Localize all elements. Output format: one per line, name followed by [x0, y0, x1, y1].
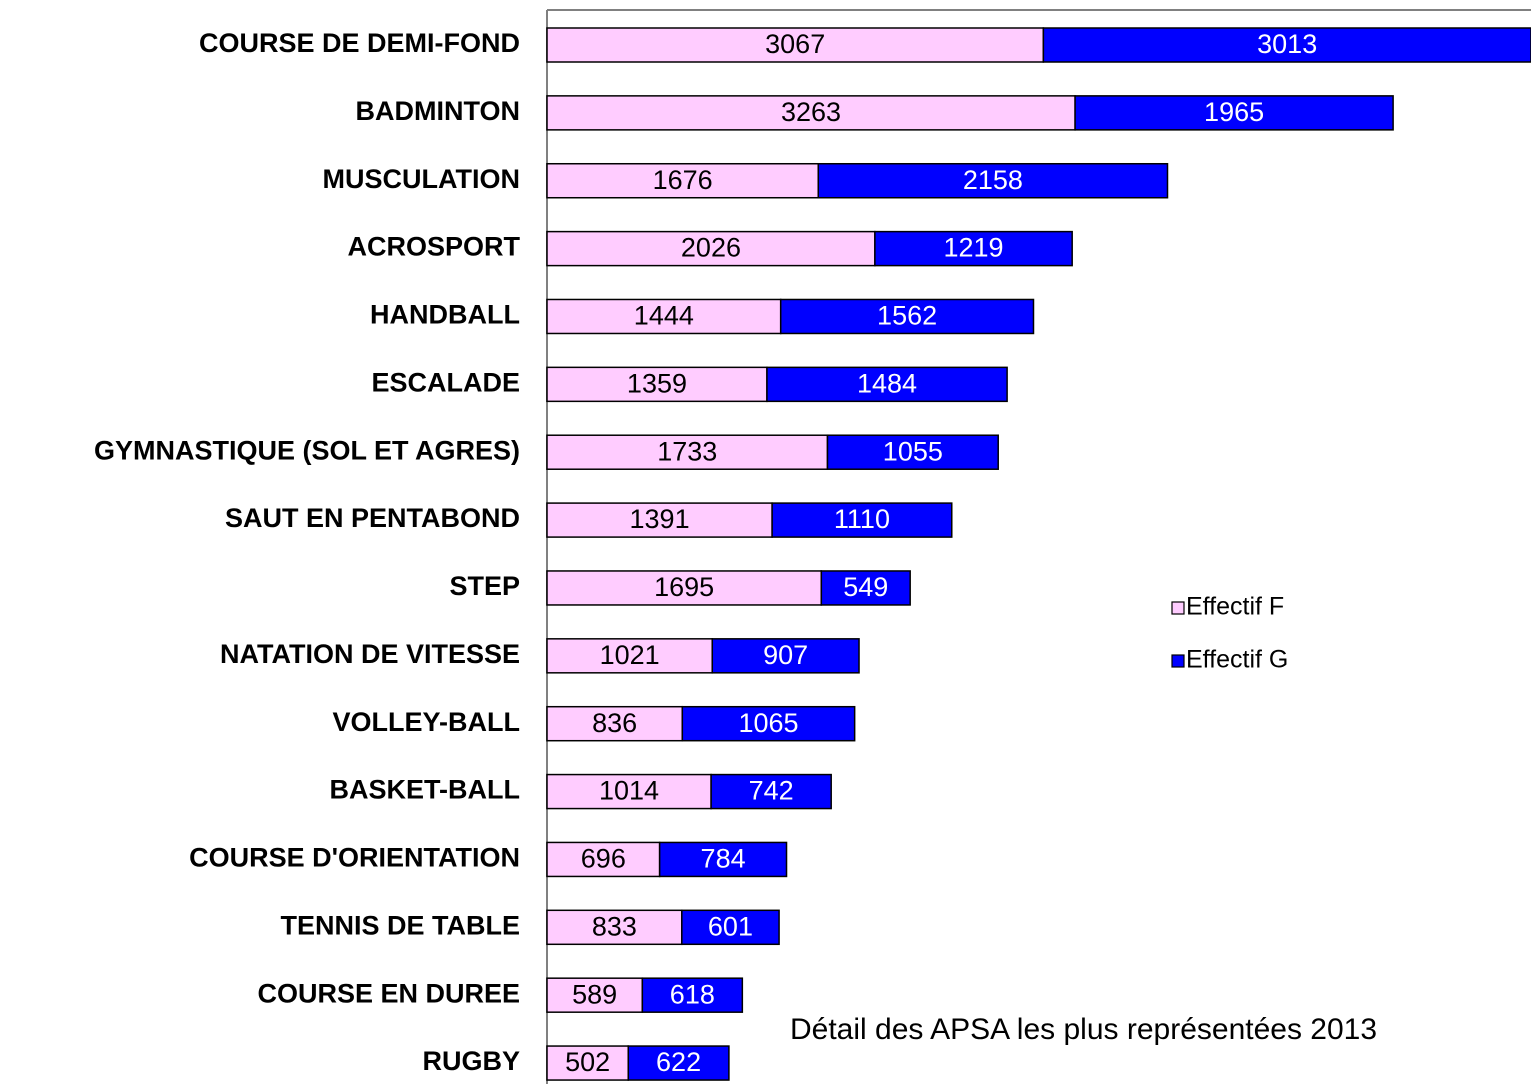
bar-segment: [681, 909, 780, 946]
bar-segment: [546, 162, 819, 199]
data-label: 836: [592, 708, 637, 738]
y-tick-label: ACROSPORT: [347, 232, 520, 262]
y-tick-label: COURSE DE DEMI-FOND: [199, 28, 520, 58]
y-tick-label: MUSCULATION: [323, 164, 520, 194]
y-tick-label: COURSE D'ORIENTATION: [189, 843, 520, 873]
data-label: 1359: [627, 368, 687, 398]
y-tick-label: BADMINTON: [356, 96, 521, 126]
data-label: 1065: [738, 708, 798, 738]
y-tick-label: ESCALADE: [371, 367, 520, 397]
bar-segment: [820, 570, 911, 606]
data-label: 618: [670, 979, 715, 1009]
legend-swatch: [1171, 654, 1185, 668]
bar-segment: [1074, 95, 1394, 131]
legend-label: Effectif F: [1186, 593, 1284, 621]
bar-segment: [546, 1045, 629, 1081]
data-label: 833: [592, 911, 637, 941]
bar-segment: [546, 841, 661, 878]
data-label: 549: [843, 572, 888, 602]
data-label: 1391: [630, 504, 690, 534]
data-label: 1965: [1204, 97, 1264, 127]
y-tick-label: BASKET-BALL: [330, 775, 521, 805]
bar-segment: [771, 502, 953, 538]
bar-segment: [710, 773, 832, 810]
data-label: 1055: [883, 436, 943, 466]
data-label: 1676: [653, 165, 713, 195]
bar-segment: [546, 230, 876, 267]
data-label: 2158: [963, 165, 1023, 195]
data-label: 601: [708, 911, 753, 941]
y-tick-label: COURSE EN DUREE: [257, 978, 520, 1008]
data-label: 1110: [834, 504, 890, 534]
data-label: 742: [749, 776, 794, 806]
y-tick-label: TENNIS DE TABLE: [280, 910, 520, 940]
data-label: 1444: [634, 301, 694, 331]
bar-segment: [711, 638, 860, 674]
bar-segment: [658, 841, 788, 878]
data-label: 3263: [781, 97, 841, 127]
bar-segment: [546, 366, 768, 403]
data-label: 1484: [857, 368, 917, 398]
legend-label: Effectif G: [1186, 646, 1288, 674]
bar-segment: [779, 298, 1035, 335]
bar-segment: [546, 502, 773, 538]
y-tick-label: RUGBY: [422, 1046, 520, 1076]
data-label: 1562: [877, 301, 937, 331]
y-tick-label: STEP: [449, 571, 520, 601]
data-label: 784: [701, 844, 746, 874]
data-label: 502: [565, 1047, 610, 1077]
y-tick-label: SAUT EN PENTABOND: [225, 503, 520, 533]
chart-title: Détail des APSA les plus représentées 20…: [790, 1013, 1377, 1046]
bar-segment: [1042, 27, 1531, 63]
bar-segment: [627, 1045, 730, 1081]
data-label: 622: [656, 1047, 701, 1077]
bar-segment: [546, 298, 782, 335]
bar-segment: [546, 638, 713, 674]
data-label: 1021: [600, 640, 660, 670]
bar-segment: [817, 162, 1169, 199]
bar-segment: [546, 434, 829, 470]
y-tick-label: NATATION DE VITESSE: [220, 639, 520, 669]
data-label: 2026: [681, 233, 741, 263]
bar-segment: [641, 977, 744, 1013]
data-label: 3067: [765, 29, 825, 59]
bar-segment: [874, 230, 1073, 267]
data-label: 589: [572, 979, 617, 1009]
data-label: 1014: [599, 776, 659, 806]
legend-swatch: [1171, 601, 1185, 615]
data-label: 907: [763, 640, 808, 670]
bar-segment: [546, 909, 683, 946]
bar-segment: [546, 977, 644, 1013]
data-label: 3013: [1257, 29, 1317, 59]
y-tick-label: GYMNASTIQUE (SOL ET AGRES): [94, 435, 520, 465]
bar-segment: [681, 705, 856, 742]
bar-segment: [766, 366, 1008, 403]
data-label: 1695: [654, 572, 714, 602]
y-tick-label: HANDBALL: [370, 300, 520, 330]
data-label: 1733: [657, 436, 717, 466]
data-label: 696: [581, 844, 626, 874]
y-tick-label: VOLLEY-BALL: [333, 707, 521, 737]
data-label: 1219: [943, 233, 1003, 263]
bar-segment: [826, 434, 999, 470]
